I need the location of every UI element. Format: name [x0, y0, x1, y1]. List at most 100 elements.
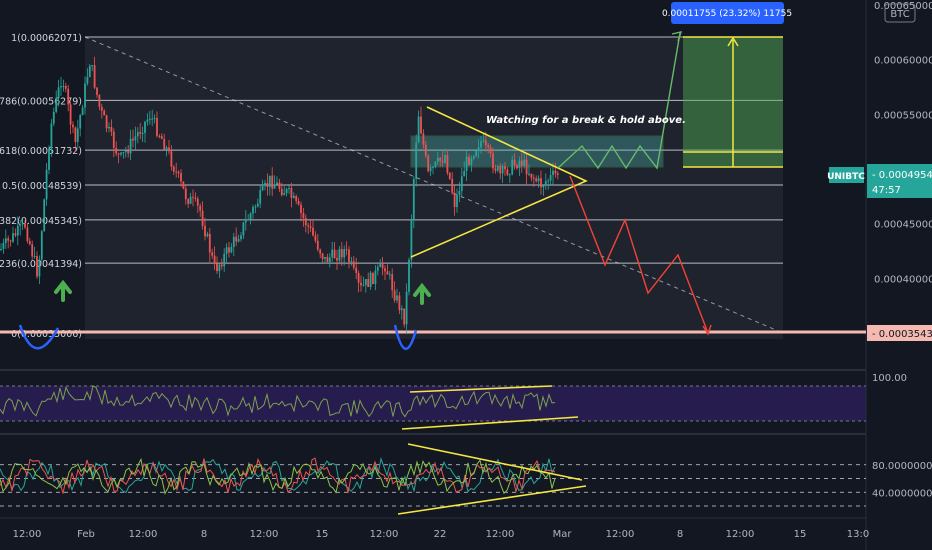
time-tick-label: 12:00: [726, 529, 755, 540]
last-price-tag[interactable]: [867, 164, 932, 198]
fib-level-label: 0(0.00035006): [11, 329, 82, 340]
candle-body: [422, 133, 425, 145]
candle-body: [393, 290, 396, 301]
candle-body: [127, 150, 130, 154]
currency-badge[interactable]: [884, 3, 916, 23]
candle-body: [357, 272, 360, 283]
candle-body: [374, 270, 377, 284]
candle-body: [328, 257, 331, 262]
candle-body: [465, 156, 468, 172]
time-tick-label: 12:00: [250, 529, 279, 540]
candle-body: [225, 247, 228, 254]
candle-body: [444, 155, 446, 163]
candle-body: [38, 259, 41, 277]
candle-body: [410, 220, 413, 260]
candle-body: [192, 196, 194, 198]
candle-body: [96, 87, 98, 95]
candle-body: [386, 271, 389, 275]
stoch-trendline-upper[interactable]: [407, 443, 583, 481]
candle-body: [300, 204, 302, 214]
candle-body: [369, 272, 372, 287]
candle-body: [261, 186, 264, 191]
candle-body: [458, 190, 461, 195]
bearish-projection[interactable]: [569, 175, 709, 334]
candle-body: [132, 138, 134, 141]
candle-body: [254, 206, 257, 208]
low-circle-left[interactable]: [18, 324, 60, 350]
candle-body: [7, 238, 10, 241]
candle-body: [223, 253, 226, 267]
candle-body: [163, 138, 166, 150]
candle-body: [232, 236, 235, 247]
candle-body: [268, 175, 271, 187]
rsi-line[interactable]: [0, 385, 556, 418]
candle-body: [376, 266, 379, 271]
candle-body: [86, 76, 89, 84]
candle-body: [280, 188, 283, 196]
candle-body: [60, 86, 62, 88]
candle-body: [189, 196, 192, 204]
candle-body: [81, 107, 84, 116]
candle-body: [463, 171, 466, 177]
stoch-line[interactable]: [0, 457, 556, 495]
candle-body: [432, 166, 434, 168]
stoch-trendline-lower[interactable]: [397, 485, 587, 515]
rsi-trendline-lower[interactable]: [401, 416, 579, 430]
candle-body: [182, 181, 185, 189]
drawings[interactable]: [18, 31, 712, 351]
price-tick-label: 0.00040000: [874, 274, 932, 285]
candle-body: [26, 227, 29, 242]
candle-body: [110, 127, 113, 132]
symbol-tag[interactable]: [829, 167, 864, 183]
fib-retracement[interactable]: 1(0.00062071) 0.786(0.00056279) 0.618(0.00…: [0, 33, 866, 340]
measure-zone[interactable]: [410, 36, 783, 168]
candle-body: [542, 185, 545, 188]
candle-body: [259, 190, 262, 204]
candle-body: [364, 279, 367, 286]
time-tick-label: Feb: [77, 529, 95, 540]
rsi-trendline-upper[interactable]: [409, 385, 553, 393]
candle-body: [362, 285, 365, 287]
candle-body: [482, 140, 485, 142]
candle-body: [403, 308, 406, 325]
support-price-tag[interactable]: [867, 325, 932, 341]
candle-body: [504, 166, 506, 170]
fib-level-label: 0.382(0.00045345): [0, 216, 82, 227]
bullish-projection[interactable]: [557, 32, 681, 170]
stoch-pane[interactable]: 80.00000000 40.00000000: [0, 443, 932, 515]
candle-body: [36, 256, 38, 277]
price-candles[interactable]: [0, 56, 559, 335]
triangle-pattern[interactable]: [410, 106, 588, 258]
time-axis[interactable]: 12:00 Feb 12:00 8 12:00 15 12:00 22 12:00 Mar 12:0…: [13, 529, 870, 540]
candle-body: [9, 240, 12, 242]
candle-body: [0, 248, 2, 250]
candle-body: [556, 173, 559, 176]
rsi-pane[interactable]: [0, 385, 866, 430]
measure-label-box[interactable]: [671, 2, 784, 24]
candle-body: [532, 177, 535, 179]
candle-body: [391, 274, 394, 291]
candle-body: [470, 158, 473, 166]
candle-body: [48, 148, 50, 170]
candle-body: [547, 180, 550, 182]
candle-body: [168, 147, 170, 152]
candle-body: [129, 138, 132, 154]
candle-body: [439, 157, 442, 161]
candle-body: [292, 195, 295, 198]
candle-body: [451, 178, 454, 193]
candle-body: [309, 226, 312, 228]
breakout-box[interactable]: [410, 135, 664, 168]
candle-body: [448, 172, 451, 179]
stoch-line[interactable]: [0, 457, 556, 494]
candle-body: [115, 147, 118, 154]
time-tick-label: 12:00: [13, 529, 42, 540]
fib-level-label: 0.618(0.00051732): [0, 146, 82, 157]
candle-body: [124, 150, 127, 153]
candle-body: [240, 235, 242, 240]
candle-body: [64, 86, 67, 89]
low-circle-right[interactable]: [393, 324, 418, 351]
candle-body: [67, 88, 70, 105]
candle-body: [494, 168, 497, 171]
candle-body: [537, 178, 540, 182]
